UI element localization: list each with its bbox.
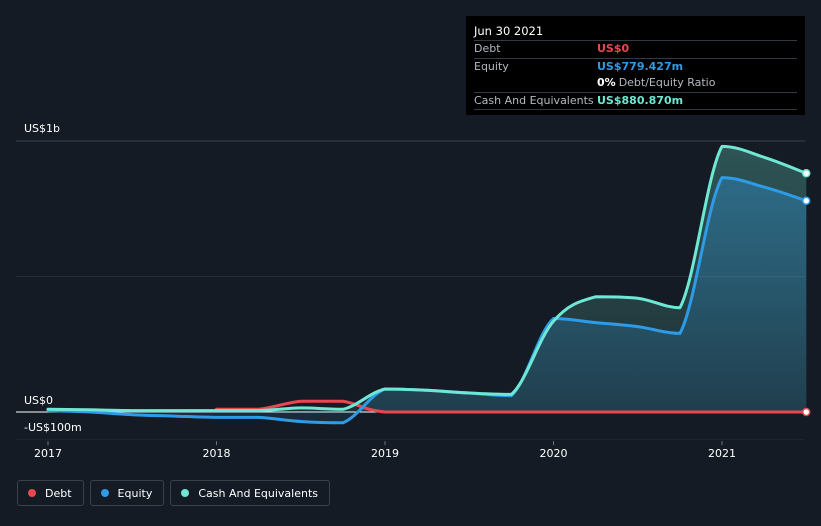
y-axis-labels: US$1b US$0 -US$100m: [24, 122, 82, 434]
area-equity: [48, 177, 807, 423]
tooltip-date: Jun 30 2021: [474, 22, 797, 41]
end-marker-debt: [802, 407, 811, 417]
series-line-debt: [215, 399, 808, 414]
x-label-2020: 2020: [540, 447, 568, 460]
tooltip-row-debt: Debt US$0: [474, 41, 797, 59]
x-label-2021: 2021: [708, 447, 736, 460]
area-fills: [48, 146, 807, 423]
y-label-1000: US$1b: [24, 122, 60, 135]
legend-cash-swatch: [181, 489, 190, 497]
data-tooltip: Jun 30 2021 Debt US$0 Equity US$779.427m…: [466, 16, 805, 115]
tooltip-ratio-label: Debt/Equity Ratio: [618, 76, 716, 89]
legend-debt-label: Debt: [45, 486, 72, 500]
end-marker-cash: [802, 169, 811, 178]
end-markers: [802, 169, 811, 417]
x-label-2018: 2018: [203, 447, 231, 460]
x-label-2017: 2017: [34, 447, 62, 460]
chart-legend: Debt Equity Cash And Equivalents: [17, 480, 330, 506]
tooltip-equity-label: Equity: [474, 59, 509, 73]
legend-debt-swatch: [28, 489, 36, 497]
legend-item-cash[interactable]: Cash And Equivalents: [170, 480, 330, 506]
legend-item-equity[interactable]: Equity: [89, 480, 165, 506]
series-line-cash: [46, 144, 808, 413]
tooltip-cash-label: Cash And Equivalents: [474, 93, 594, 107]
legend-equity-label: Equity: [117, 486, 153, 500]
tooltip-debt-label: Debt: [474, 42, 501, 55]
y-label-0: US$0: [24, 394, 53, 407]
end-marker-equity: [802, 196, 811, 206]
legend-item-debt[interactable]: Debt: [17, 480, 84, 506]
tooltip-row-cash: Cash And Equivalents US$880.870m: [474, 93, 797, 110]
x-label-2019: 2019: [371, 447, 399, 460]
tooltip-cash-value: US$880.870m: [597, 93, 684, 107]
tooltip-ratio-value: 0%: [597, 76, 616, 89]
x-axis-labels: 2017 2018 2019 2020 2021: [34, 447, 736, 460]
tooltip-row-equity: Equity US$779.427m: [474, 59, 797, 76]
legend-equity-swatch: [100, 489, 109, 497]
tooltip-ratio-spacer: [474, 75, 597, 92]
y-label--100: -US$100m: [24, 421, 82, 434]
series-lines: [46, 144, 808, 425]
tooltip-equity-value: US$779.427m: [597, 59, 684, 73]
axis-bottom: [16, 439, 805, 440]
tooltip-debt-value: US$0: [597, 42, 630, 55]
legend-cash-label: Cash And Equivalents: [198, 486, 318, 500]
tooltip-row-ratio: 0% Debt/Equity Ratio: [474, 75, 797, 93]
